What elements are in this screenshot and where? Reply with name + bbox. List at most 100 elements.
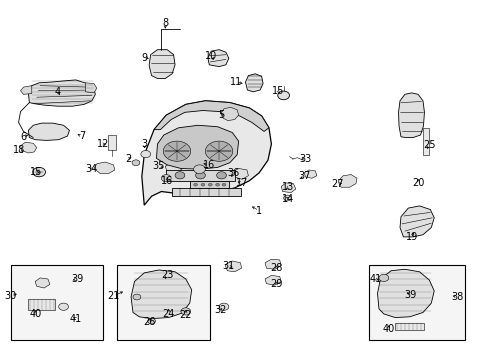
- Polygon shape: [398, 93, 424, 138]
- Text: 30: 30: [4, 291, 17, 301]
- Polygon shape: [35, 278, 50, 288]
- Circle shape: [133, 294, 141, 300]
- Text: 37: 37: [297, 171, 310, 181]
- Circle shape: [283, 195, 291, 201]
- Polygon shape: [154, 101, 268, 131]
- Text: 6: 6: [20, 132, 26, 142]
- Text: 13: 13: [282, 182, 294, 192]
- Bar: [172, 188, 240, 196]
- Text: 9: 9: [141, 53, 147, 63]
- Text: 32: 32: [213, 305, 226, 315]
- Text: 15: 15: [29, 167, 42, 177]
- Text: 15: 15: [271, 86, 284, 96]
- Bar: [11, 265, 102, 340]
- Circle shape: [193, 165, 205, 174]
- Text: 26: 26: [142, 317, 155, 327]
- Polygon shape: [156, 125, 238, 169]
- Text: 1: 1: [256, 206, 262, 216]
- Text: 34: 34: [85, 164, 98, 174]
- Circle shape: [219, 303, 228, 310]
- Bar: [394, 323, 424, 330]
- Circle shape: [277, 91, 289, 100]
- Polygon shape: [264, 275, 281, 285]
- Polygon shape: [304, 170, 316, 178]
- Text: 27: 27: [330, 179, 343, 189]
- Text: 22: 22: [179, 310, 192, 320]
- Polygon shape: [131, 270, 191, 319]
- Text: 33: 33: [299, 154, 311, 164]
- Text: 41: 41: [368, 274, 381, 284]
- Bar: [107, 135, 116, 150]
- Polygon shape: [338, 175, 356, 187]
- Polygon shape: [94, 162, 115, 174]
- Text: 12: 12: [96, 139, 109, 149]
- Text: 39: 39: [71, 274, 83, 284]
- Text: 8: 8: [162, 18, 168, 28]
- Polygon shape: [85, 83, 97, 93]
- Circle shape: [193, 183, 197, 186]
- Polygon shape: [28, 123, 69, 140]
- Circle shape: [201, 183, 204, 186]
- Text: 35: 35: [152, 161, 165, 171]
- Polygon shape: [377, 269, 433, 318]
- Text: 41: 41: [69, 314, 82, 324]
- Circle shape: [132, 160, 140, 166]
- Text: 23: 23: [161, 270, 173, 280]
- Text: 19: 19: [405, 232, 417, 242]
- Text: 24: 24: [162, 309, 175, 319]
- Text: 29: 29: [269, 279, 282, 289]
- Circle shape: [163, 141, 190, 161]
- Circle shape: [33, 167, 45, 177]
- Polygon shape: [224, 261, 241, 272]
- Polygon shape: [221, 107, 238, 121]
- Circle shape: [181, 308, 190, 315]
- Circle shape: [215, 183, 219, 186]
- Polygon shape: [245, 74, 263, 92]
- Text: 16: 16: [161, 176, 173, 186]
- Text: 36: 36: [227, 168, 240, 178]
- Polygon shape: [165, 163, 182, 173]
- Text: 2: 2: [125, 154, 131, 164]
- Polygon shape: [142, 101, 271, 205]
- Text: 7: 7: [79, 131, 85, 141]
- Bar: [189, 181, 228, 188]
- Circle shape: [161, 175, 171, 182]
- Circle shape: [205, 141, 232, 161]
- Bar: [368, 265, 464, 340]
- Text: 21: 21: [107, 291, 120, 301]
- Text: 5: 5: [218, 110, 224, 120]
- Bar: [117, 265, 210, 340]
- Text: 10: 10: [204, 51, 217, 61]
- Polygon shape: [149, 50, 175, 78]
- Text: 11: 11: [229, 77, 242, 87]
- Bar: [423, 128, 428, 155]
- Polygon shape: [207, 50, 228, 67]
- Polygon shape: [28, 80, 95, 106]
- Circle shape: [195, 172, 205, 179]
- Text: 40: 40: [382, 324, 394, 334]
- Bar: [28, 299, 55, 310]
- Text: 3: 3: [141, 139, 147, 149]
- Text: 25: 25: [422, 140, 435, 150]
- Polygon shape: [20, 142, 37, 153]
- Polygon shape: [264, 259, 281, 269]
- Text: 16: 16: [203, 160, 215, 170]
- Polygon shape: [166, 170, 234, 181]
- Polygon shape: [399, 206, 433, 237]
- Circle shape: [208, 183, 212, 186]
- Circle shape: [147, 318, 155, 324]
- Circle shape: [59, 303, 68, 310]
- Polygon shape: [20, 86, 32, 94]
- Text: 38: 38: [450, 292, 463, 302]
- Text: 39: 39: [404, 290, 416, 300]
- Text: 17: 17: [235, 178, 248, 188]
- Circle shape: [378, 274, 388, 282]
- Text: 18: 18: [13, 145, 26, 156]
- Text: 20: 20: [411, 178, 424, 188]
- Text: 40: 40: [29, 309, 41, 319]
- Circle shape: [216, 172, 226, 179]
- Text: 14: 14: [282, 194, 294, 204]
- Circle shape: [141, 150, 150, 158]
- Text: 31: 31: [222, 261, 235, 271]
- Text: 4: 4: [55, 87, 61, 97]
